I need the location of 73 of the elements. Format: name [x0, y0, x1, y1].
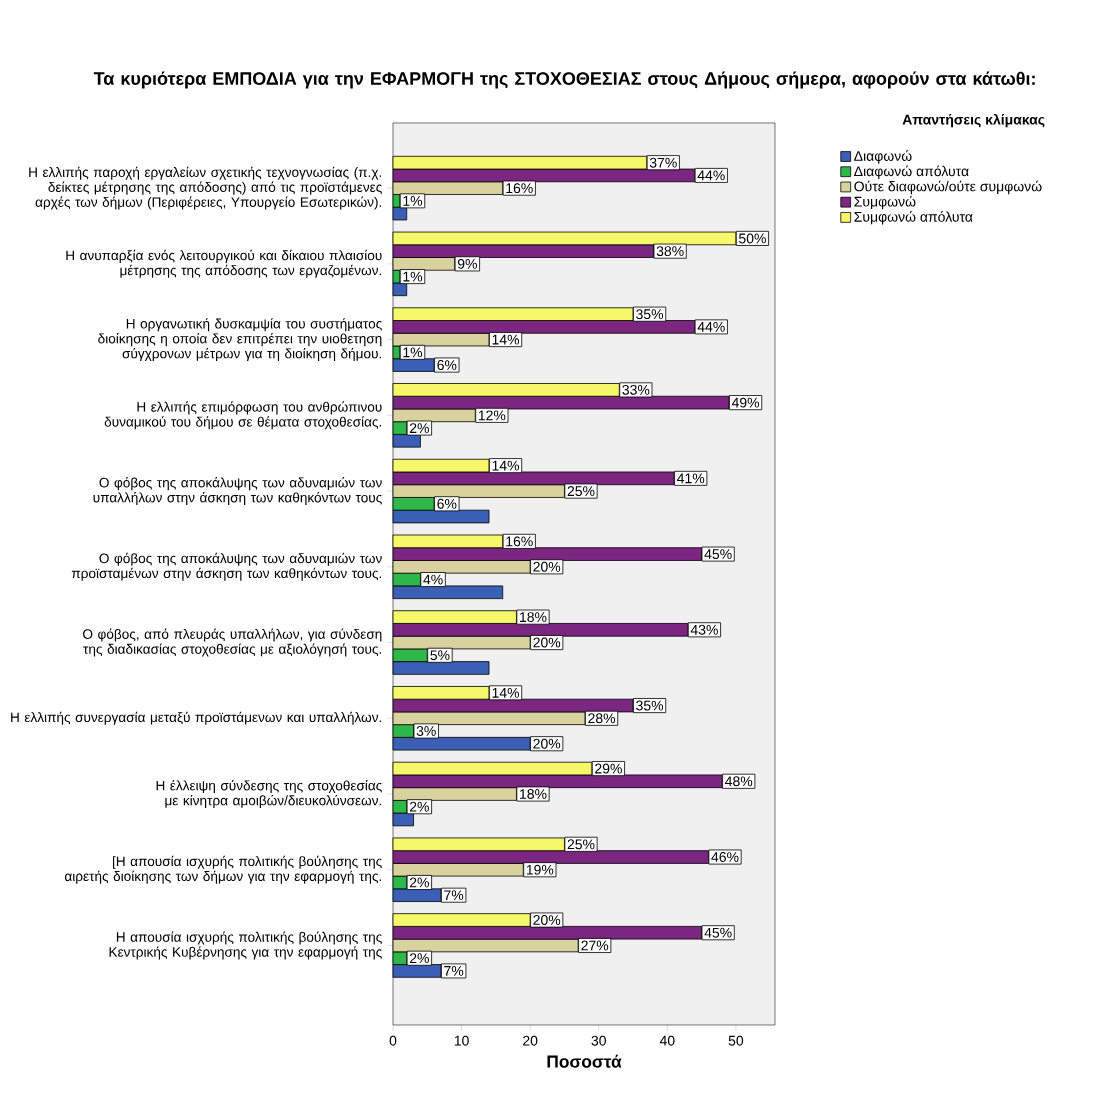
data-label: 1% — [403, 271, 423, 282]
y-tick-label: Η ελλιπής παροχή εργαλείων σχετικής τεχνογνωσίας (π.χ. δείκτες μέτρησης της απόδοσης) από τις προϊστάμενες αρχές των δήμων (Περιφέρειες, Υπουργείο Εσωτερικών). — [29, 166, 382, 210]
data-label: 16% — [506, 183, 533, 194]
data-label: 14% — [492, 687, 520, 698]
y-tick-label: Ο φόβος, από πλευράς υπαλλήλων, για σύνδεση της διαδικασίας στοχοθεσίας με αξιολόγησή τους. — [83, 628, 382, 657]
data-label: 38% — [656, 246, 684, 257]
data-label: 19% — [526, 864, 554, 875]
data-label: 27% — [581, 940, 609, 951]
y-tick-label: Ο φόβος της αποκάλυψης των αδυναμιών των υπαλλήλων στην άσκηση των καθηκόντων τους — [93, 477, 382, 506]
data-label: 25% — [567, 486, 595, 497]
data-label: 7% — [444, 966, 464, 976]
legend-label: Συμφωνώ — [854, 195, 916, 210]
data-label: 3% — [416, 726, 436, 736]
data-label: 18% — [520, 612, 547, 623]
y-tick-label: Η ελλιπής συνεργασία μεταξύ προϊστάμενων και υπαλλήλων. — [11, 711, 382, 725]
data-label: 25% — [567, 839, 595, 850]
y-tick-label: Η οργανωτική δυσκαμψία του συστήματος διοίκησης η οποία δεν επιτρέπει την υιοθετηση σύγχρονων μέτρων για τη διοίκηση δήμου. — [98, 318, 382, 362]
data-label: 45% — [704, 549, 732, 560]
legend-label: Διαφωνώ απόλυτα — [854, 165, 969, 179]
data-label: 2% — [409, 423, 429, 433]
data-label: 48% — [725, 776, 753, 787]
data-label: 14% — [492, 460, 520, 471]
data-label: 4% — [423, 574, 443, 585]
data-label: 2% — [409, 801, 429, 812]
data-label: 6% — [437, 498, 457, 509]
legend-label: Συμφωνώ απόλυτα — [854, 211, 973, 225]
data-label: 2% — [409, 877, 429, 888]
data-label: 1% — [403, 347, 423, 358]
legend-title: Απαντήσεις κλίμακας — [902, 113, 1045, 128]
data-label: 28% — [588, 713, 616, 724]
data-label: 50% — [739, 233, 766, 244]
data-label: 43% — [690, 624, 718, 635]
x-tick-label: 40 — [659, 1035, 675, 1046]
data-label: 41% — [677, 473, 705, 484]
data-label: 9% — [457, 258, 477, 269]
data-label: 33% — [622, 384, 650, 395]
x-tick-label: 50 — [728, 1035, 744, 1046]
data-label: 35% — [636, 309, 664, 320]
legend-label: Ούτε διαφωνώ/ούτε συμφωνώ — [854, 180, 1042, 195]
x-tick-label: 0 — [389, 1035, 397, 1046]
data-label: 35% — [636, 700, 664, 711]
x-tick-label: 10 — [454, 1035, 469, 1046]
chart-title: Τα κυριότερα ΕΜΠΟΔΙΑ για την ΕΦΑΡΜΟΓΗ της ΣΤΟΧΟΘΕΣΙΑΣ στους Δήμους σήμερα, αφορούν στα κάτωθι: — [93, 71, 1035, 89]
data-label: 16% — [506, 536, 533, 547]
y-tick-label: Η ελλιπής επιμόρφωση του ανθρώπινου δυναμικού του δήμου σε θέματα στοχοθεσίας. — [104, 401, 382, 430]
data-label: 5% — [430, 650, 450, 661]
data-label: 46% — [711, 852, 739, 862]
y-tick-label: Η έλλειψη σύνδεσης της στοχοθεσίας με κίνητρα αμοιβών/διευκολύνσεων. — [156, 780, 382, 809]
y-tick-label: Η απουσία ισχυρής πολιτικής βούλησης της Κεντρικής Κυβέρνησης για την εφαρμογή της — [109, 931, 382, 960]
y-tick-label: Η ανυπαρξία ενός λειτουργικού και δίκαιου πλαισίου μέτρησης της απόδοσης των εργαζομένων. — [66, 249, 382, 278]
data-label: 20% — [533, 637, 561, 648]
data-label: 20% — [533, 915, 561, 925]
data-label: 29% — [595, 763, 622, 774]
x-tick-label: 20 — [523, 1035, 538, 1046]
y-tick-label: Ο φόβος της αποκάλυψης των αδυναμιών των προϊσταμένων στην άσκηση των καθηκόντων τους. — [71, 552, 382, 581]
data-label: 18% — [520, 789, 547, 799]
data-label: 12% — [478, 410, 506, 421]
x-axis-title: Ποσοστά — [547, 1054, 622, 1068]
data-label: 20% — [533, 738, 561, 749]
data-label: 2% — [409, 953, 429, 964]
data-label: 44% — [697, 321, 725, 332]
data-label: 14% — [492, 334, 520, 345]
data-label: 7% — [444, 890, 464, 901]
data-label: 49% — [731, 397, 760, 408]
data-label: 45% — [704, 927, 732, 938]
data-label: 37% — [649, 157, 677, 168]
data-label: 44% — [697, 170, 725, 181]
data-label: 6% — [437, 360, 457, 371]
y-tick-label: [Η απουσία ισχυρής πολιτικής βούλησης της αιρετής διοίκησης των δήμων για την εφαρμογή της. — [64, 855, 382, 884]
legend-label: Διαφωνώ — [854, 150, 912, 164]
data-label: 1% — [403, 195, 423, 206]
data-label: 20% — [533, 561, 561, 572]
x-tick-label: 30 — [591, 1035, 606, 1046]
